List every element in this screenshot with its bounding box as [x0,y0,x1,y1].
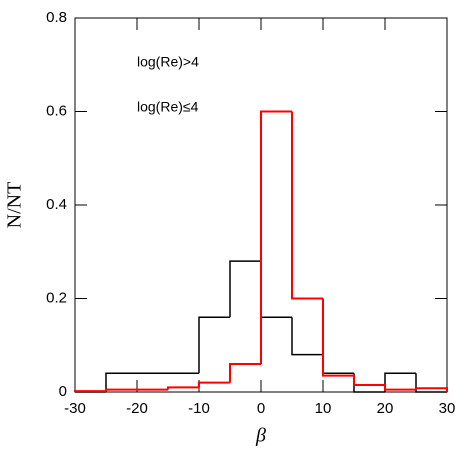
y-tick-label: 0.2 [46,289,67,306]
histogram-step [322,354,354,375]
histogram-step [229,362,261,383]
x-tick-label: 10 [315,400,332,417]
histogram-step [105,372,137,392]
histogram-step [291,317,323,356]
x-tick-label: -30 [64,400,86,417]
histogram-step [260,261,292,318]
y-tick-label: 0.8 [46,9,67,26]
y-tick-label: 0.4 [46,196,67,213]
x-axis-label: β [255,425,266,447]
legend-entry: log(Re)>4 [137,54,199,70]
histogram-step [415,387,448,392]
y-axis-label: N/NT [4,182,26,229]
histogram-step [260,110,292,364]
y-tick-label: 0.6 [46,102,67,119]
y-tick-label: 0 [59,383,67,400]
histogram-step [291,111,323,300]
histogram-step [415,373,447,393]
histogram-step [353,373,385,393]
histogram-step [229,260,261,318]
histogram-step [105,388,137,392]
histogram-step [198,381,230,388]
histogram-step [322,298,354,377]
x-tick-label: -20 [126,400,148,417]
x-tick-label: 0 [257,400,265,417]
histogram-step [198,316,230,374]
x-tick-label: 20 [377,400,394,417]
legend-entry: log(Re)≤4 [137,99,199,115]
histogram-step [353,375,385,386]
x-tick-label: 30 [439,400,456,417]
histogram-step [74,390,106,393]
histogram-step [167,386,199,390]
histogram-step [384,384,416,391]
x-tick-label: -10 [188,400,210,417]
